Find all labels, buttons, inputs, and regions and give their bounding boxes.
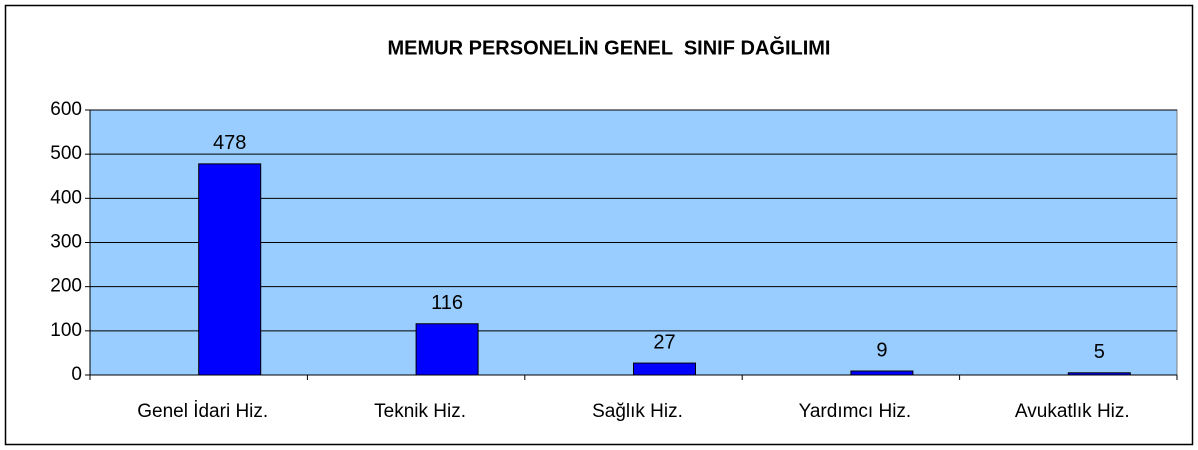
- data-label: 27: [653, 331, 675, 353]
- x-tick-label: Avukatlık Hiz.: [1015, 401, 1130, 422]
- y-tick-label: 100: [50, 320, 82, 341]
- bar: [415, 323, 479, 376]
- y-tick-label: 300: [50, 232, 82, 253]
- bar: [850, 370, 914, 376]
- y-tick-label: 600: [50, 99, 82, 120]
- bar: [198, 163, 262, 376]
- y-tick-label: 0: [71, 364, 82, 385]
- x-tick-label: Genel İdari Hiz.: [137, 401, 268, 422]
- data-label: 9: [876, 339, 887, 361]
- data-label: 478: [213, 132, 246, 154]
- data-label: 116: [431, 292, 463, 314]
- x-tick-label: Sağlık Hiz.: [592, 401, 683, 422]
- x-tick-label: Teknik Hiz.: [374, 401, 466, 422]
- x-tick-label: Yardımcı Hiz.: [799, 401, 912, 422]
- y-tick-label: 200: [50, 276, 82, 297]
- bar: [1067, 372, 1131, 376]
- data-label: 5: [1094, 341, 1105, 363]
- chart-title: MEMUR PERSONELİN GENEL SINIF DAĞILIMI: [388, 35, 831, 59]
- bar: [633, 362, 696, 376]
- y-tick-label: 400: [50, 187, 82, 208]
- y-tick-label: 500: [50, 143, 82, 164]
